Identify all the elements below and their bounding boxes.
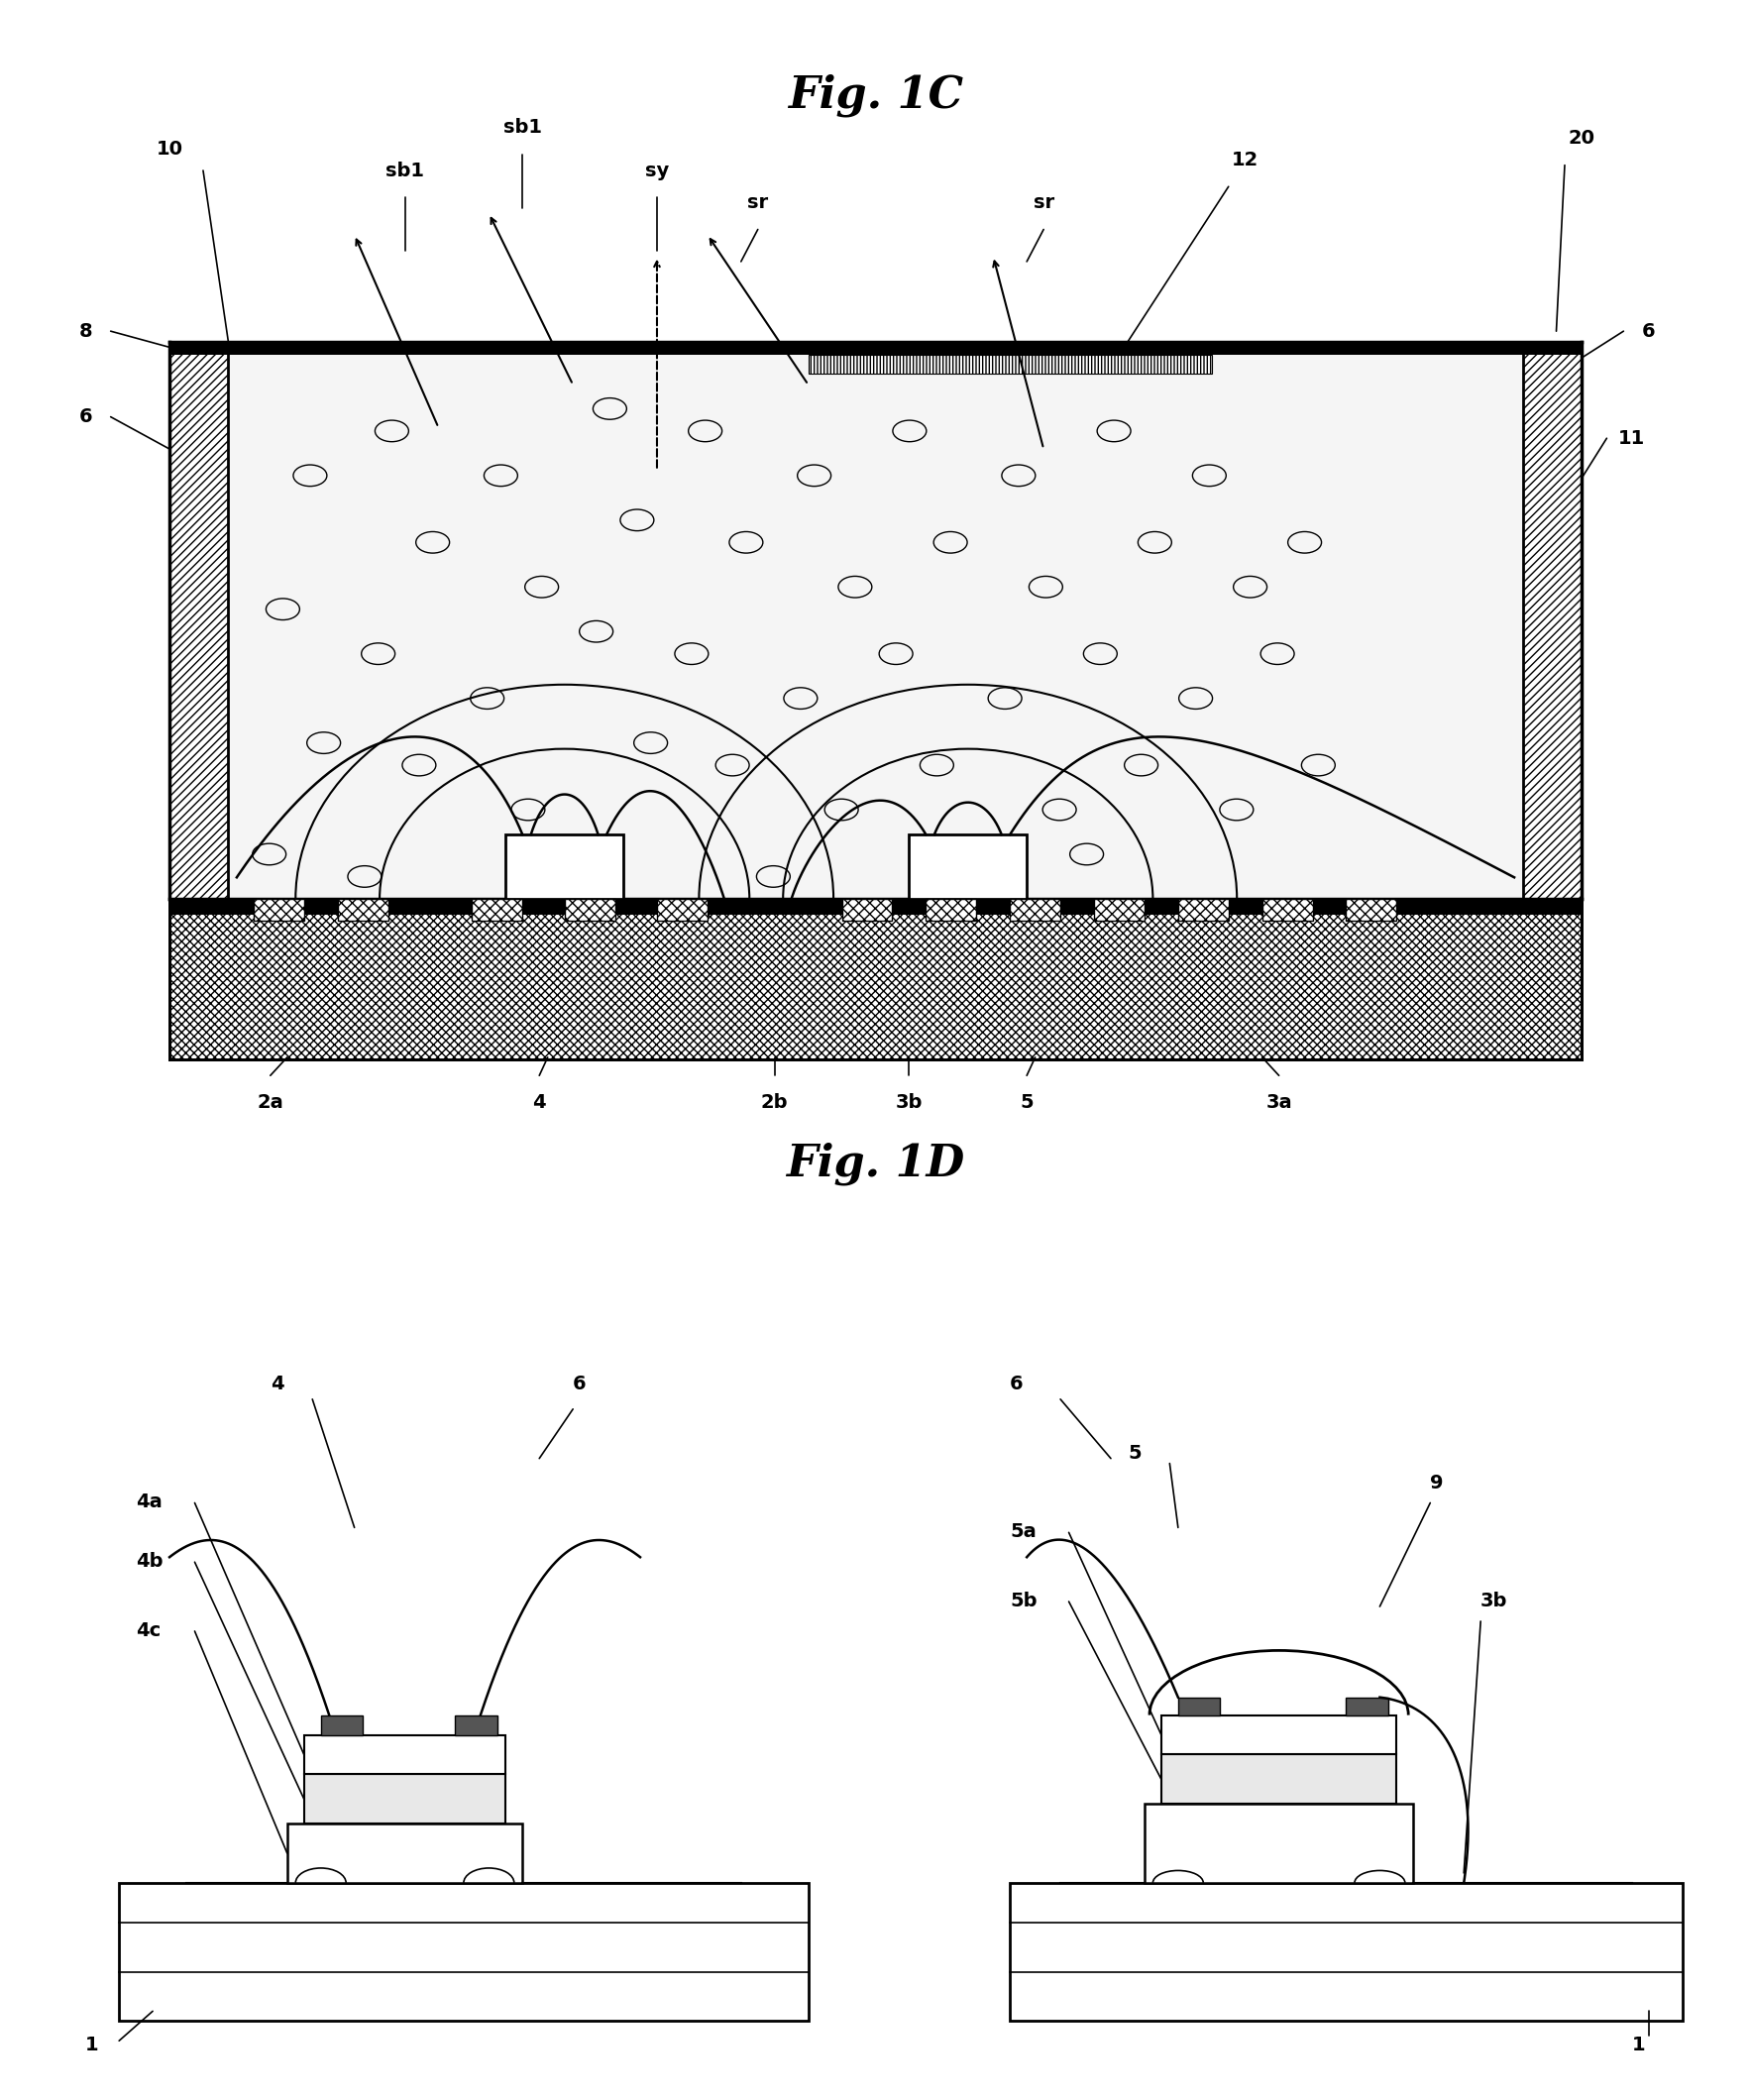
Text: 4: 4 — [270, 1376, 284, 1392]
Text: 5: 5 — [1021, 1092, 1033, 1111]
Bar — [1262, 899, 1313, 920]
Text: 3b: 3b — [1481, 1592, 1508, 1611]
Text: 9: 9 — [1431, 1474, 1443, 1491]
Bar — [564, 899, 615, 920]
Text: 1: 1 — [1632, 2035, 1646, 2054]
Text: Fig. 1D: Fig. 1D — [786, 1142, 965, 1186]
Text: 2b: 2b — [762, 1092, 788, 1111]
Text: 6: 6 — [573, 1376, 587, 1392]
Bar — [320, 1716, 362, 1735]
Bar — [1347, 1697, 1389, 1716]
Bar — [170, 899, 1581, 916]
Text: sy: sy — [644, 162, 669, 181]
Text: 4a: 4a — [137, 1493, 163, 1512]
Text: 1: 1 — [86, 2035, 100, 2054]
Text: 10: 10 — [156, 141, 182, 158]
Text: 2a: 2a — [257, 1092, 284, 1111]
Text: 20: 20 — [1569, 128, 1595, 147]
Bar — [254, 899, 305, 920]
Bar — [1523, 342, 1581, 899]
Text: 12: 12 — [1231, 151, 1259, 170]
Bar — [170, 342, 228, 899]
Bar — [506, 834, 623, 899]
Bar — [1145, 1804, 1413, 1884]
Text: 11: 11 — [1618, 428, 1646, 447]
Bar — [338, 899, 389, 920]
Bar — [305, 1774, 506, 1823]
Text: sb1: sb1 — [503, 118, 541, 136]
Bar — [287, 1823, 522, 1884]
Text: 8: 8 — [79, 321, 93, 340]
Bar — [1178, 1697, 1220, 1716]
Bar — [809, 355, 1212, 374]
Text: 4: 4 — [532, 1092, 546, 1111]
Text: 6: 6 — [1010, 1376, 1024, 1392]
Bar — [1347, 899, 1397, 920]
Text: 4b: 4b — [137, 1552, 163, 1571]
Bar — [305, 1735, 506, 1774]
Bar — [455, 1716, 497, 1735]
Text: 3b: 3b — [895, 1092, 923, 1111]
Bar — [1094, 899, 1145, 920]
Bar — [228, 342, 1523, 899]
Text: 5b: 5b — [1010, 1592, 1037, 1611]
Bar — [473, 899, 522, 920]
Bar — [842, 899, 893, 920]
Text: Fig. 1C: Fig. 1C — [788, 74, 963, 118]
Bar — [1010, 899, 1061, 920]
Bar — [1161, 1716, 1397, 1756]
Bar — [119, 1884, 809, 2020]
Bar — [909, 834, 1026, 899]
Bar — [170, 899, 1581, 1058]
Text: sr: sr — [748, 193, 769, 212]
Bar — [657, 899, 707, 920]
Bar — [1161, 1756, 1397, 1804]
Text: sb1: sb1 — [385, 162, 424, 181]
Bar — [170, 342, 1581, 355]
Text: 6: 6 — [79, 407, 93, 426]
Text: sr: sr — [1033, 193, 1054, 212]
Text: 5a: 5a — [1010, 1522, 1037, 1541]
Text: 6: 6 — [1642, 321, 1655, 340]
Bar — [1010, 1884, 1683, 2020]
Bar — [1178, 899, 1229, 920]
Text: 3a: 3a — [1266, 1092, 1292, 1111]
Text: 5: 5 — [1128, 1443, 1142, 1462]
Bar — [926, 899, 977, 920]
Text: 4c: 4c — [137, 1621, 161, 1640]
